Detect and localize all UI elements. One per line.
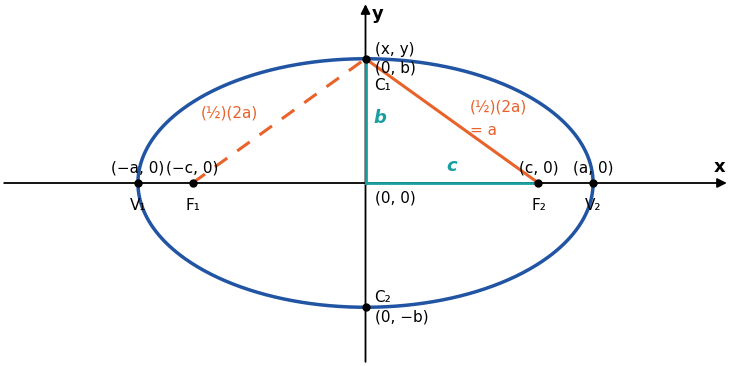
Text: x: x (713, 158, 725, 176)
Text: F₂: F₂ (531, 198, 546, 213)
Text: (x, y): (x, y) (374, 42, 414, 57)
Text: (0, b): (0, b) (374, 61, 415, 76)
Text: (−a, 0): (−a, 0) (111, 160, 164, 175)
Text: C₁: C₁ (374, 78, 391, 93)
Text: c: c (447, 157, 458, 175)
Text: (0, −b): (0, −b) (374, 309, 428, 324)
Text: = a: = a (470, 123, 497, 138)
Text: C₂: C₂ (374, 290, 391, 305)
Text: b: b (374, 109, 387, 127)
Text: (½)(2a): (½)(2a) (470, 100, 528, 115)
Text: (½)(2a): (½)(2a) (200, 106, 257, 121)
Text: (−c, 0): (−c, 0) (167, 160, 219, 175)
Text: (c, 0): (c, 0) (518, 160, 558, 175)
Text: V₁: V₁ (129, 198, 146, 213)
Text: (a, 0): (a, 0) (573, 160, 613, 175)
Text: y: y (372, 5, 384, 23)
Text: V₂: V₂ (585, 198, 602, 213)
Text: F₁: F₁ (185, 198, 200, 213)
Text: (0, 0): (0, 0) (374, 191, 415, 206)
